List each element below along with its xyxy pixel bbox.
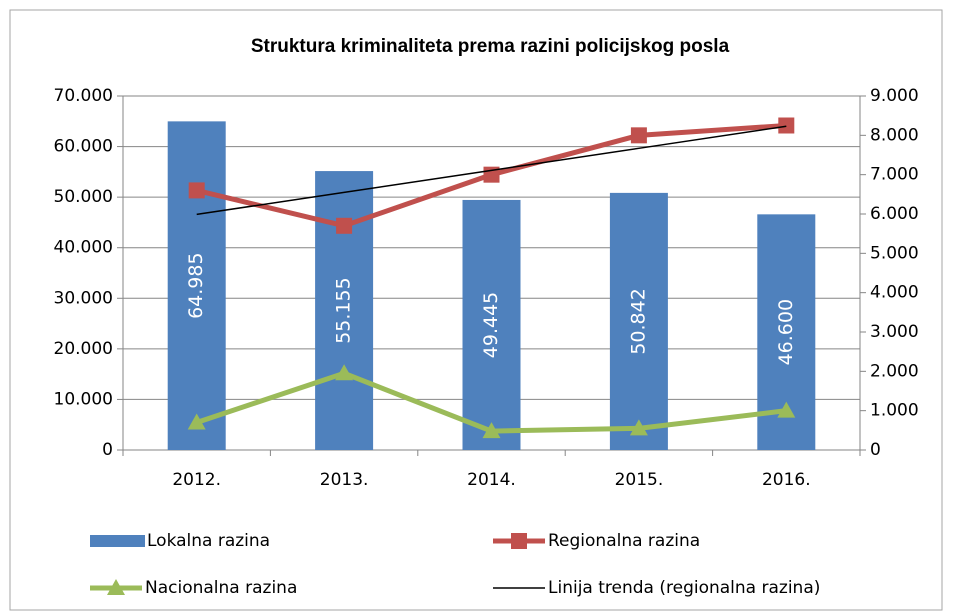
x-tick-label: 2015.	[615, 470, 664, 490]
legend-label: Lokalna razina	[147, 531, 270, 551]
y2-tick-label: 8.000	[870, 125, 919, 145]
y-tick-label: 20.000	[54, 339, 113, 359]
legend-swatch	[90, 535, 145, 547]
x-tick-label: 2014.	[467, 470, 516, 490]
y-tick-label: 10.000	[54, 389, 113, 409]
bar	[609, 192, 668, 450]
line-marker	[482, 422, 501, 439]
y2-tick-label: 6.000	[870, 204, 919, 224]
y-tick-label: 40.000	[54, 238, 113, 258]
bar-value-label: 55.155	[333, 277, 355, 343]
line-marker	[778, 117, 795, 134]
y2-tick-label: 4.000	[870, 283, 919, 303]
bar-value-label: 46.600	[775, 299, 797, 365]
y2-tick-label: 0	[870, 440, 881, 460]
y2-tick-label: 7.000	[870, 165, 919, 185]
legend-label: Linija trenda (regionalna razina)	[548, 578, 820, 598]
line-marker	[630, 127, 647, 144]
line-marker	[777, 401, 796, 418]
legend-marker	[107, 579, 125, 595]
legend-label: Regionalna razina	[548, 531, 700, 551]
line-marker	[629, 419, 648, 436]
legend-marker	[511, 533, 527, 549]
line-series	[196, 125, 787, 216]
x-tick-label: 2013.	[320, 470, 369, 490]
y-tick-label: 30.000	[54, 288, 113, 308]
y-tick-label: 50.000	[54, 187, 113, 207]
y2-tick-label: 3.000	[870, 322, 919, 342]
y2-tick-label: 1.000	[870, 401, 919, 421]
x-tick-label: 2016.	[762, 470, 811, 490]
y2-tick-label: 9.000	[870, 86, 919, 106]
x-tick-label: 2012.	[172, 470, 221, 490]
bar-value-label: 49.445	[480, 292, 502, 358]
line-marker	[336, 217, 353, 234]
bar-value-label: 64.985	[185, 252, 207, 318]
line-marker	[335, 364, 354, 381]
bar-value-label: 50.842	[627, 288, 649, 354]
y-tick-label: 60.000	[54, 137, 113, 157]
bar	[167, 121, 226, 450]
bar	[462, 199, 521, 450]
line-marker	[188, 182, 205, 199]
y-tick-label: 0	[102, 440, 113, 460]
line-marker	[187, 413, 206, 430]
y-tick-label: 70.000	[54, 86, 113, 106]
y2-tick-label: 5.000	[870, 243, 919, 263]
y2-tick-label: 2.000	[870, 361, 919, 381]
legend-label: Nacionalna razina	[145, 578, 297, 598]
chart-title: Struktura kriminaliteta prema razini pol…	[251, 36, 730, 57]
